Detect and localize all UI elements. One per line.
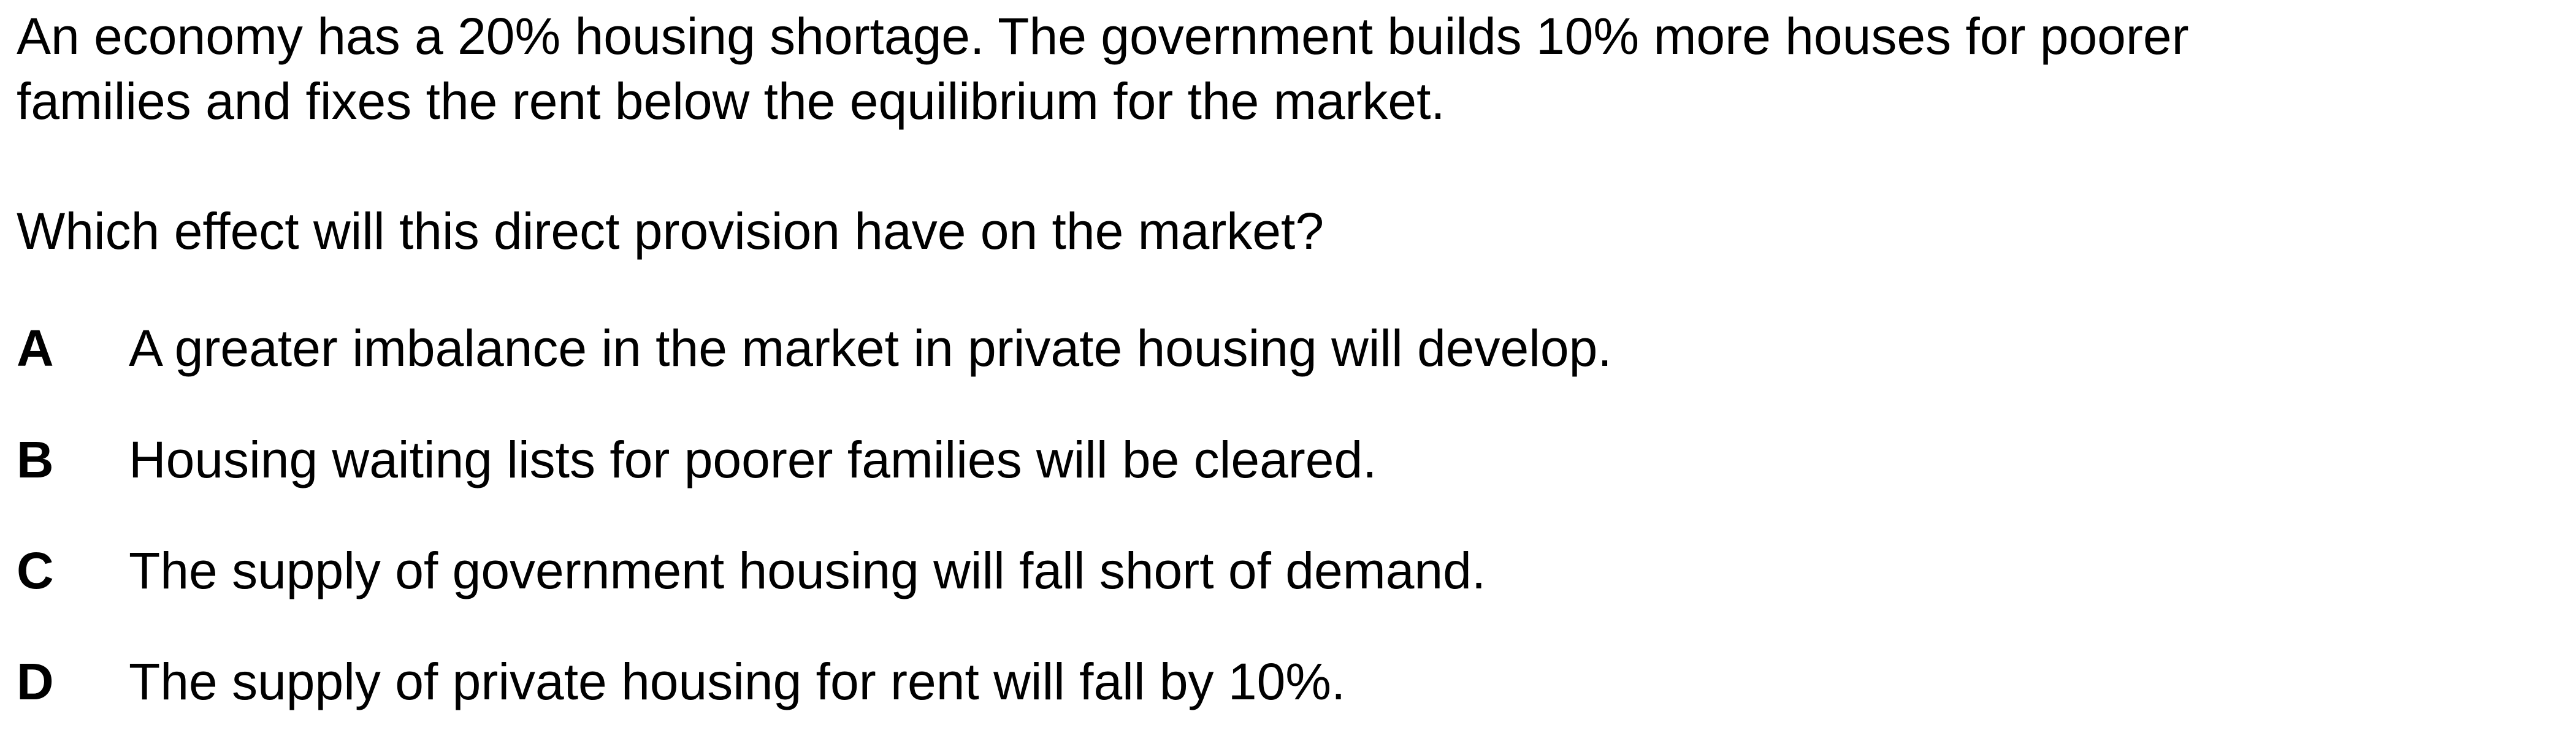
option-text-a: A greater imbalance in the market in pri… [129, 319, 1612, 377]
question-stem-line-2: families and fixes the rent below the eq… [17, 72, 1445, 130]
question-stem: An economy has a 20% housing shortage. T… [17, 4, 2531, 134]
option-text-c: The supply of government housing will fa… [129, 542, 1486, 599]
option-letter-d: D [17, 653, 54, 710]
option-text-b: Housing waiting lists for poorer familie… [129, 431, 1377, 488]
option-letter-b: B [17, 431, 54, 488]
question-stem-line-1: An economy has a 20% housing shortage. T… [17, 7, 2189, 65]
question-prompt: Which effect will this direct provision … [17, 202, 1324, 260]
option-text-d: The supply of private housing for rent w… [129, 653, 1346, 710]
option-letter-c: C [17, 542, 54, 599]
option-letter-a: A [17, 319, 54, 377]
